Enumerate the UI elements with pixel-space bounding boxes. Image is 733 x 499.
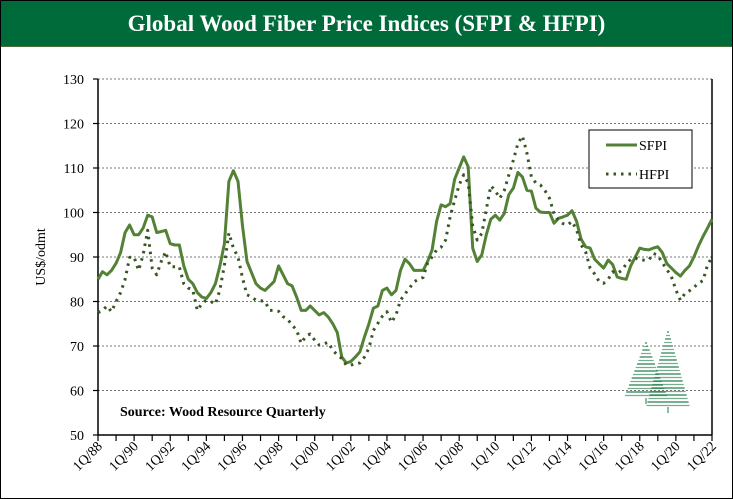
x-tick-label: 1Q/20 [648,439,683,474]
x-tick-label: 1Q/02 [323,439,358,474]
x-tick-label: 1Q/94 [179,439,214,474]
gridlines [98,78,712,391]
legend-label-sfpi: SFPI [639,139,667,154]
series-lines [96,134,714,367]
y-tick-label: 70 [70,340,84,355]
x-tick-label: 1Q/00 [287,439,322,474]
y-tick-label: 110 [64,162,84,177]
x-tick-label: 1Q/08 [432,439,467,474]
x-tick-label: 1Q/96 [215,439,250,474]
x-tick-label: 1Q/04 [359,439,394,474]
chart-title: Global Wood Fiber Price Indices (SFPI & … [127,10,606,36]
source-note: Source: Wood Resource Quarterly [120,405,326,420]
x-tick-label: 1Q/18 [612,439,647,474]
x-tick-label: 1Q/22 [684,439,719,474]
x-tick-label: 1Q/10 [468,439,503,474]
series-line-hfpi [97,134,714,367]
y-tick-label: 50 [70,429,84,444]
x-tick-label: 1Q/14 [540,439,575,474]
y-tick-label: 60 [70,385,84,400]
y-tick-label: 80 [70,296,84,311]
legend-label-hfpi: HFPI [639,168,670,183]
y-tick-label: 90 [70,251,84,266]
title-banner: Global Wood Fiber Price Indices (SFPI & … [1,1,732,47]
legend: SFPI HFPI [588,129,693,189]
pine-trees-logo [624,331,690,413]
x-tick-label: 1Q/92 [143,439,178,474]
y-tick-label: 120 [63,118,84,133]
y-axis-label: US$/odmt [34,228,49,286]
y-tick-label: 100 [63,207,84,222]
x-tick-label: 1Q/88 [70,439,105,474]
x-tick-label: 1Q/90 [107,439,142,474]
x-tick-label: 1Q/98 [251,439,286,474]
series-line-sfpi [96,155,714,365]
y-tick-label: 130 [63,73,84,88]
x-tick-label: 1Q/12 [504,439,539,474]
legend-box [588,129,693,189]
x-tick-label: 1Q/06 [396,439,431,474]
x-tick-label: 1Q/16 [576,439,611,474]
